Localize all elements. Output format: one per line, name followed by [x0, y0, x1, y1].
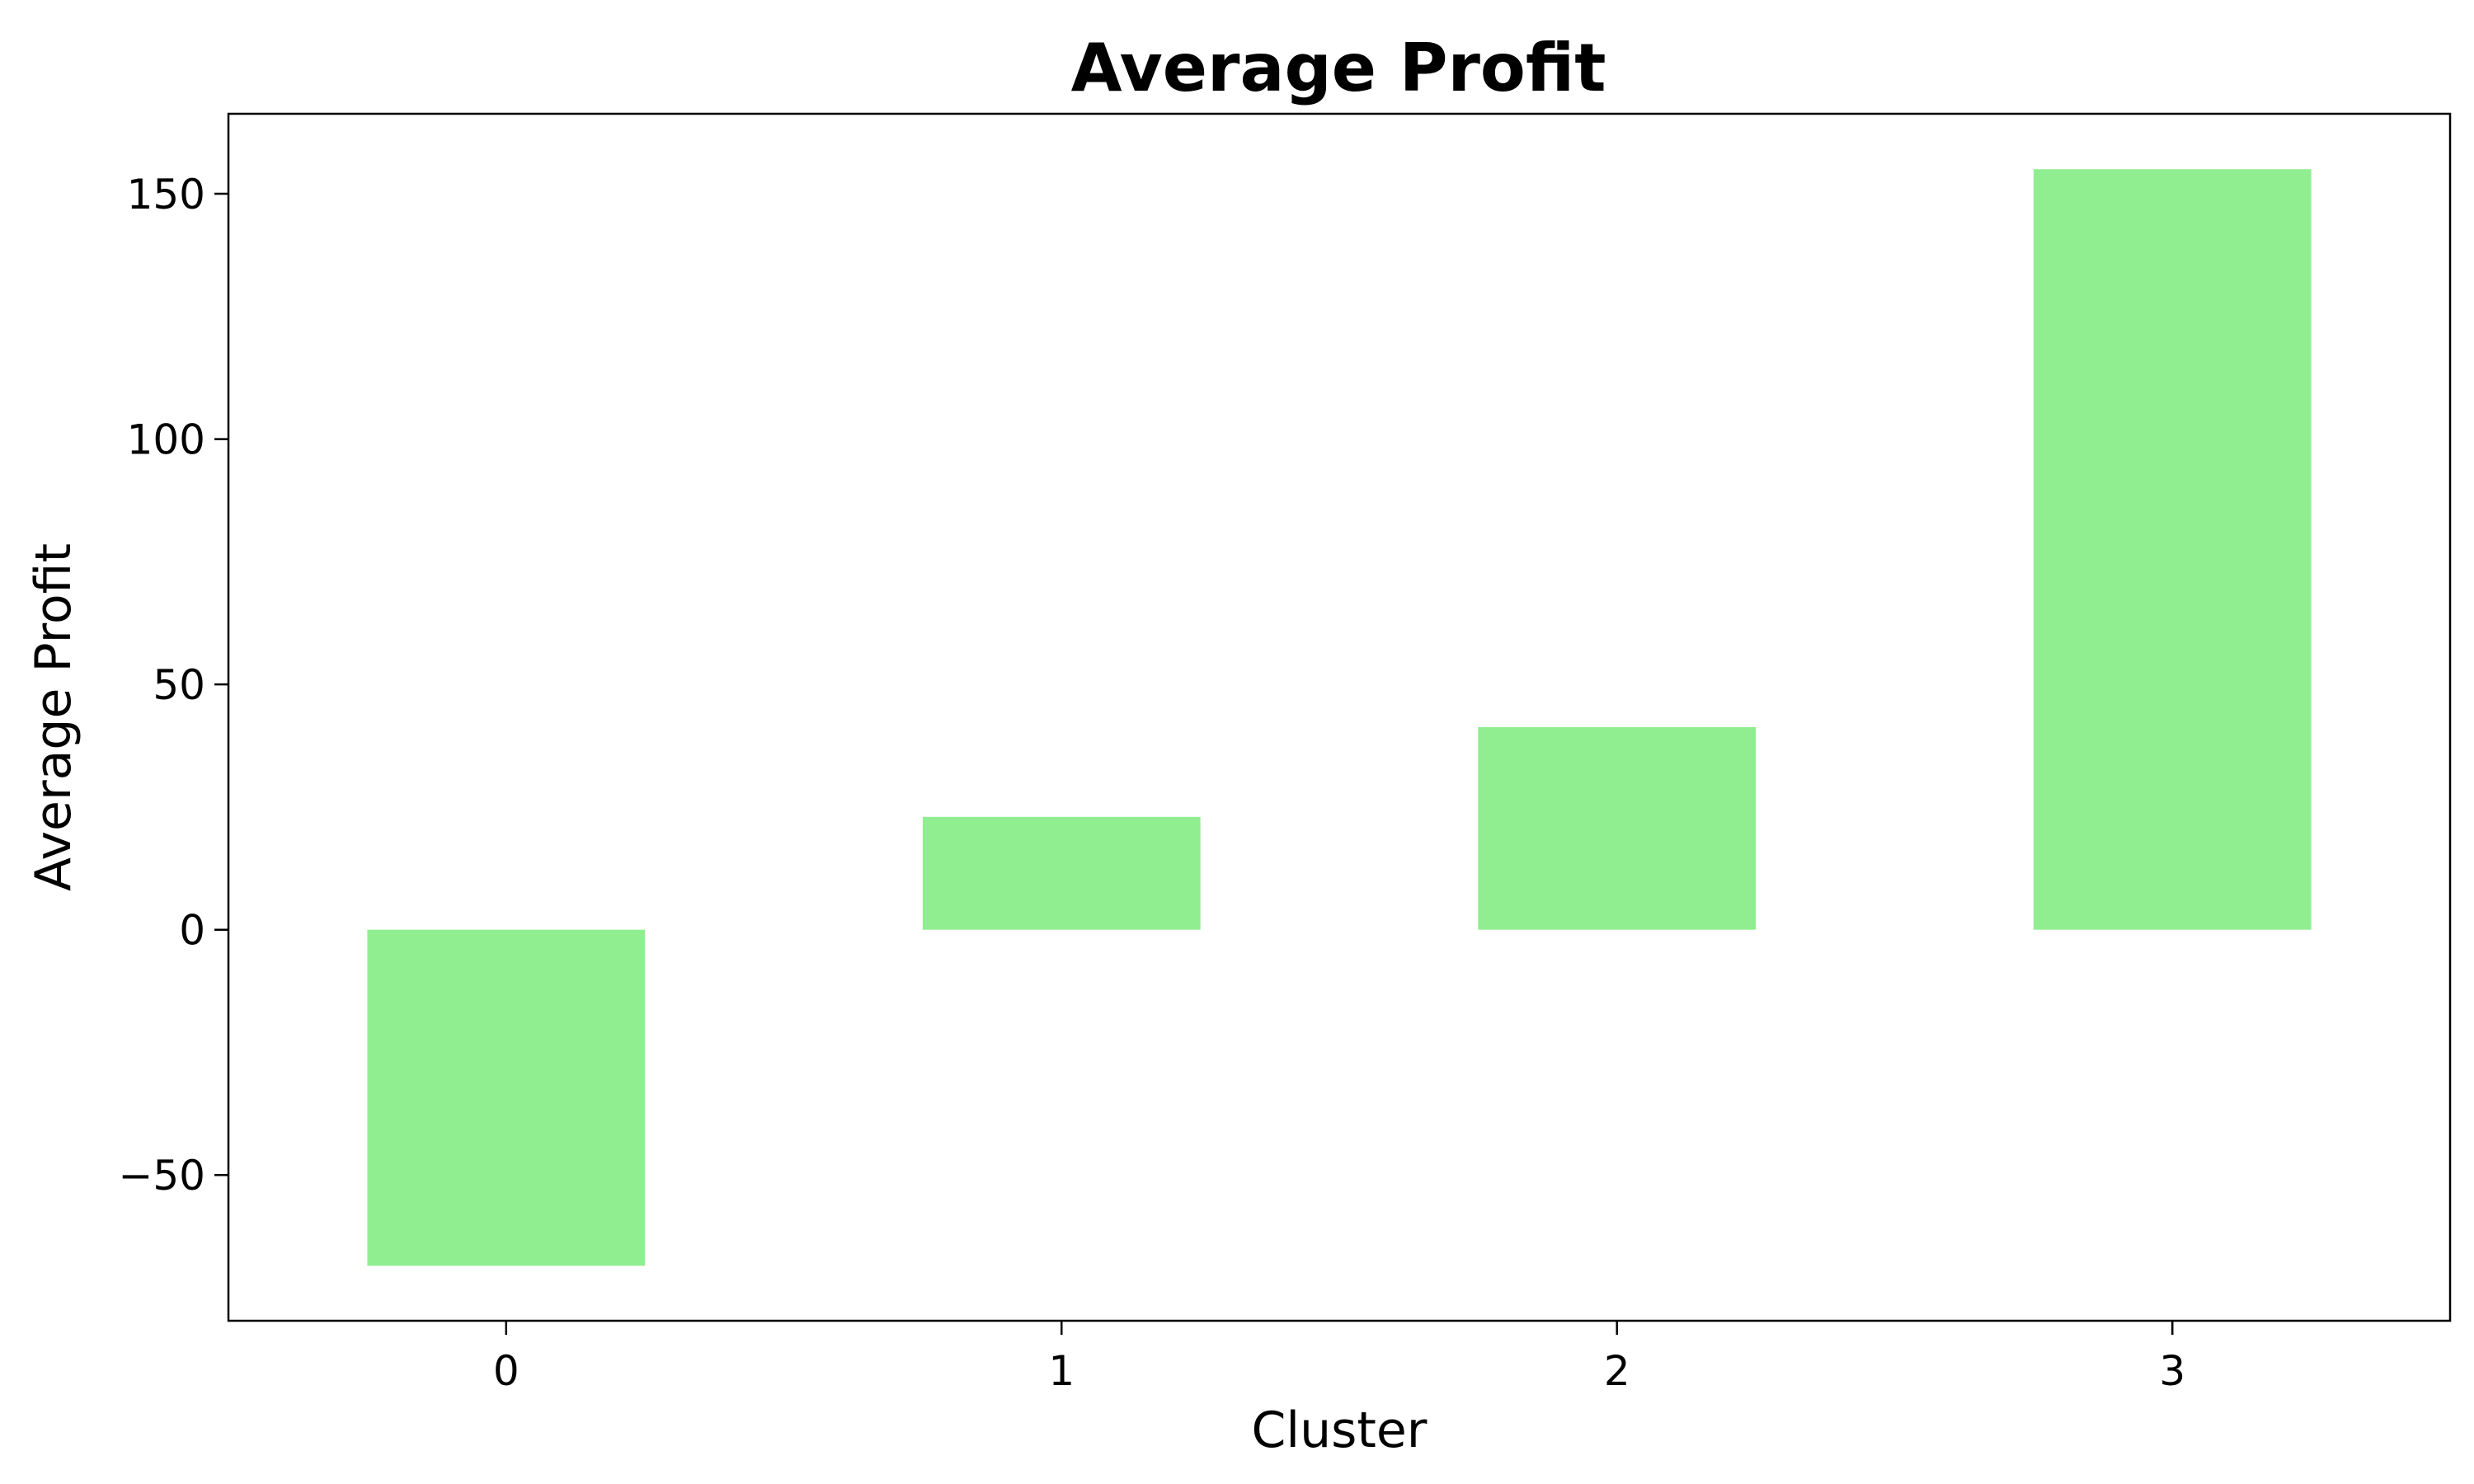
- y-axis-label: Average Profit: [25, 543, 82, 891]
- chart-title: Average Profit: [1071, 30, 1606, 106]
- bars-layer: [367, 169, 2312, 1266]
- x-tick-label: 2: [1604, 1347, 1630, 1395]
- plot-frame: [227, 112, 2452, 1322]
- y-tick-label: 150: [127, 171, 205, 218]
- y-tick-label: −50: [118, 1152, 205, 1200]
- x-tick-label: 3: [2159, 1347, 2185, 1395]
- x-axis-label: Cluster: [1252, 1402, 1427, 1459]
- y-tick-label: 0: [179, 907, 205, 955]
- x-tick-label: 1: [1048, 1347, 1075, 1395]
- x-tick-label: 0: [493, 1347, 520, 1395]
- x-axis-ticks: 0 1 2 3: [493, 1321, 2185, 1395]
- y-tick-label: 100: [127, 416, 205, 464]
- y-tick-label: 50: [153, 661, 205, 709]
- y-axis-ticks: −50 0 50 100 150: [118, 171, 228, 1200]
- bar-cluster-1: [922, 816, 1201, 930]
- bar-cluster-3: [2033, 169, 2312, 930]
- bar-cluster-2: [1478, 726, 1757, 930]
- bar-cluster-0: [367, 929, 646, 1266]
